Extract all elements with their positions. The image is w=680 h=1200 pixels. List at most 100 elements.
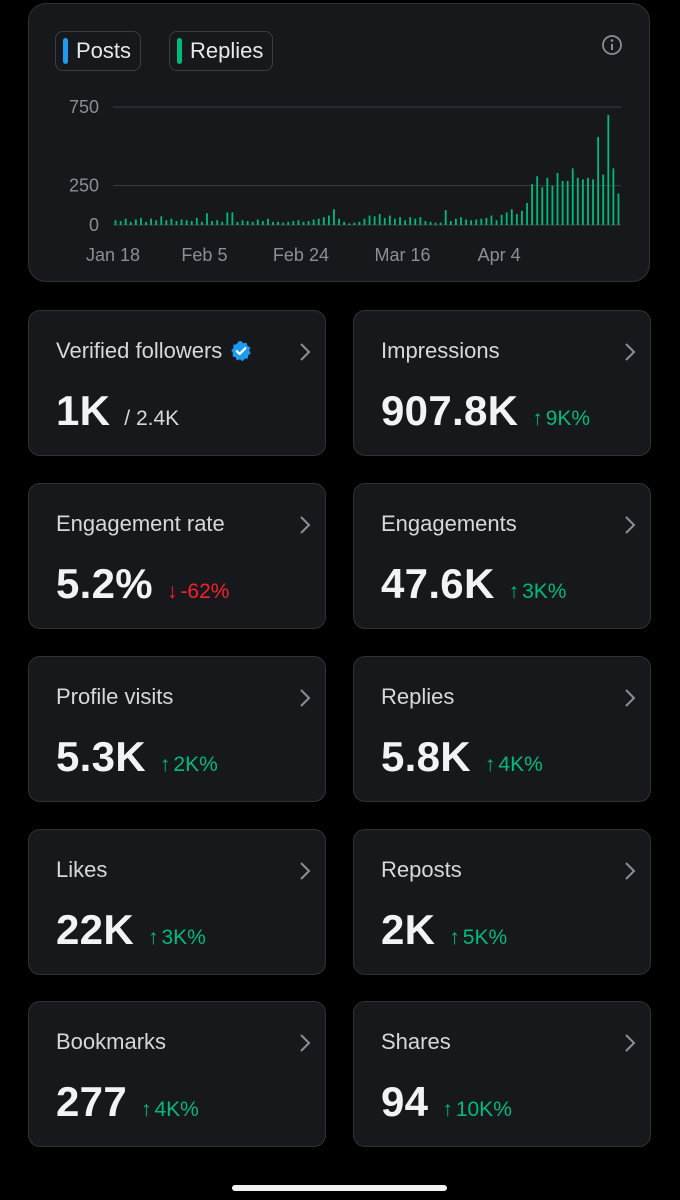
chart-bar bbox=[541, 187, 544, 225]
chart-bar bbox=[460, 217, 462, 225]
chart-bar bbox=[221, 221, 224, 225]
likes-card[interactable]: Likes 22K ↑ 3K% bbox=[28, 829, 326, 975]
chart-bar bbox=[566, 180, 569, 225]
home-indicator[interactable] bbox=[232, 1185, 447, 1191]
chart-bar bbox=[302, 221, 305, 225]
chevron-right-icon bbox=[300, 862, 311, 880]
chart-bar bbox=[272, 221, 274, 225]
profile-visits-card[interactable]: Profile visits 5.3K ↑ 2K% bbox=[28, 656, 326, 802]
chart-bar bbox=[556, 173, 559, 225]
likes-label: Likes bbox=[56, 857, 108, 882]
x-tick-label: Feb 5 bbox=[181, 245, 227, 265]
chart-bar bbox=[358, 221, 361, 225]
chart-bar bbox=[251, 221, 254, 225]
x-tick-label: Apr 4 bbox=[478, 245, 521, 265]
chart-bar bbox=[261, 221, 264, 225]
delta-value: 4K% bbox=[154, 1098, 199, 1121]
bookmarks-card[interactable]: Bookmarks 277 ↑ 4K% bbox=[28, 1001, 326, 1147]
chart-bar bbox=[475, 219, 478, 225]
chart-bar bbox=[531, 184, 533, 225]
chart-bar bbox=[373, 216, 376, 225]
verified-followers-value: 1K bbox=[56, 387, 111, 434]
value-row: 5.3K ↑ 2K% bbox=[56, 733, 218, 781]
chart-bar bbox=[307, 221, 310, 225]
chart-bar bbox=[231, 212, 234, 225]
value-row: 2K ↑ 5K% bbox=[381, 906, 507, 954]
chart-bar bbox=[455, 218, 457, 225]
x-tick-label: Jan 18 bbox=[86, 245, 140, 265]
chart-bar bbox=[185, 220, 188, 225]
engagement-rate-value: 5.2% bbox=[56, 560, 153, 607]
legend-posts-swatch bbox=[63, 38, 68, 64]
engagements-card[interactable]: Engagements 47.6K ↑ 3K% bbox=[353, 483, 651, 629]
chart-bar bbox=[470, 220, 473, 225]
shares-card[interactable]: Shares 94 ↑ 10K% bbox=[353, 1001, 651, 1147]
chart-bar bbox=[505, 212, 508, 225]
profile-visits-label: Profile visits bbox=[56, 684, 174, 709]
chart-bar bbox=[587, 177, 589, 225]
chart-bar bbox=[363, 218, 366, 225]
arrow-down-icon: ↓ bbox=[166, 580, 178, 603]
chart-bar bbox=[424, 221, 427, 225]
legend-replies-toggle[interactable]: Replies bbox=[169, 31, 274, 71]
chart-bar bbox=[602, 174, 605, 225]
chart-bar bbox=[195, 217, 198, 225]
arrow-up-icon: ↑ bbox=[147, 926, 159, 949]
delta-value: 10K% bbox=[455, 1098, 512, 1121]
chart-bar bbox=[312, 219, 315, 225]
chart-bar bbox=[140, 217, 142, 225]
chart-bar bbox=[546, 177, 549, 225]
chevron-right-icon bbox=[625, 516, 636, 534]
chart-bar bbox=[297, 220, 300, 225]
info-circle-icon[interactable] bbox=[601, 34, 623, 56]
arrow-up-icon: ↑ bbox=[508, 580, 520, 603]
replies-card[interactable]: Replies 5.8K ↑ 4K% bbox=[353, 656, 651, 802]
chevron-right-icon bbox=[300, 1034, 311, 1052]
legend-posts-toggle[interactable]: Posts bbox=[55, 31, 142, 71]
chart-bar bbox=[292, 221, 295, 225]
chart-bar bbox=[150, 218, 152, 225]
chart-bar bbox=[439, 222, 442, 225]
chart-bar bbox=[409, 217, 412, 225]
chart-bar bbox=[414, 218, 417, 225]
chart-bar bbox=[343, 221, 346, 225]
y-tick-label: 0 bbox=[89, 215, 99, 235]
chart-bar bbox=[190, 221, 193, 225]
verified-followers-label: Verified followers bbox=[56, 338, 223, 363]
chart-bar bbox=[592, 179, 594, 225]
chart-bar bbox=[267, 218, 269, 225]
legend-replies-swatch bbox=[177, 38, 183, 64]
chart-bar bbox=[419, 217, 422, 225]
chart-bar bbox=[490, 215, 493, 225]
impressions-card[interactable]: Impressions 907.8K ↑ 9K% bbox=[353, 310, 651, 456]
chart-bar bbox=[444, 210, 447, 225]
y-tick-label: 250 bbox=[69, 176, 99, 196]
reposts-card[interactable]: Reposts 2K ↑ 5K% bbox=[353, 829, 651, 975]
verified-followers-card[interactable]: Verified followers 1K / 2.4K bbox=[28, 310, 326, 456]
chart-bar bbox=[160, 216, 163, 225]
chart-bar bbox=[500, 214, 503, 225]
chart-legend: Posts Replies bbox=[55, 31, 274, 71]
verified-badge-icon bbox=[231, 341, 252, 362]
chart-bar bbox=[526, 202, 528, 225]
x-axis-labels: Jan 18 Feb 5 Feb 24 Mar 16 Apr 4 bbox=[86, 245, 521, 265]
chevron-right-icon bbox=[625, 343, 636, 361]
chart-bar bbox=[317, 218, 320, 225]
chart-bar bbox=[155, 220, 158, 225]
chart-bar bbox=[338, 218, 340, 225]
chevron-right-icon bbox=[300, 516, 311, 534]
delta-value: 5K% bbox=[462, 926, 508, 949]
chart-bar bbox=[521, 210, 523, 225]
chart-bar bbox=[607, 114, 610, 225]
profile-visits-delta: ↑ 2K% bbox=[160, 753, 218, 777]
value-row: 22K ↑ 3K% bbox=[56, 906, 206, 954]
engagement-rate-card[interactable]: Engagement rate 5.2% ↓ -62% bbox=[28, 483, 326, 629]
shares-delta: ↑ 10K% bbox=[442, 1098, 512, 1122]
chart-bar bbox=[333, 209, 335, 225]
chart-bar bbox=[216, 220, 219, 225]
chart-bar bbox=[429, 221, 432, 225]
y-axis-labels: 750 250 0 bbox=[69, 97, 99, 235]
value-row: 5.8K ↑ 4K% bbox=[381, 733, 543, 781]
likes-value: 22K bbox=[56, 906, 134, 953]
chart-bar bbox=[201, 221, 203, 225]
